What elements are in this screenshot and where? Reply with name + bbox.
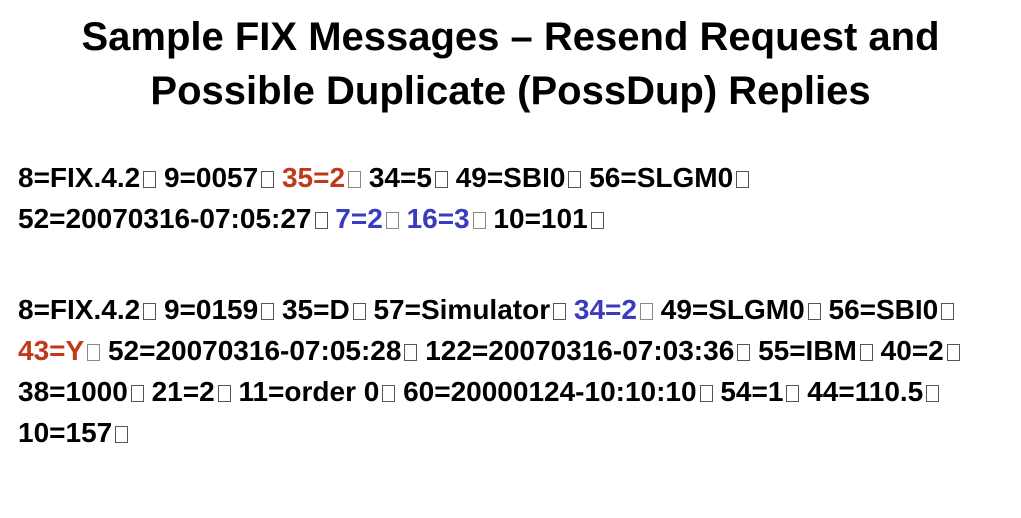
fix-field: 49=SBI0 <box>456 162 582 193</box>
fix-message-possdup-reply: 8=FIX.4.2 9=0159 35=D 57=Simulator 34=2 … <box>18 289 1008 453</box>
title-line-1: Sample FIX Messages – Resend Request and <box>81 15 940 59</box>
soh-delimiter-icon <box>568 171 582 188</box>
soh-delimiter-icon <box>352 303 366 320</box>
soh-delimiter-icon <box>434 171 448 188</box>
fix-field-text: 8=FIX.4.2 <box>18 162 141 193</box>
soh-delimiter-icon <box>926 385 940 402</box>
fix-field-text: 55=IBM <box>758 335 857 366</box>
fix-field: 54=1 <box>720 376 800 407</box>
fix-field-text: 11=order 0 <box>238 376 380 407</box>
soh-delimiter-icon <box>590 212 604 229</box>
soh-delimiter-icon <box>699 385 713 402</box>
soh-delimiter-icon <box>143 171 157 188</box>
fix-field: 56=SBI0 <box>829 294 955 325</box>
fix-field-text: =20070316-07:05:27 <box>49 203 312 234</box>
soh-delimiter-icon <box>348 171 362 188</box>
fix-field: 11=order 0 <box>238 376 396 407</box>
soh-delimiter-icon <box>553 303 567 320</box>
fix-field-text: 0 <box>789 294 805 325</box>
fix-field: 8=FIX.4.2 <box>18 294 157 325</box>
slide-title: Sample FIX Messages – Resend Request and… <box>0 10 1021 118</box>
soh-delimiter-icon <box>130 385 144 402</box>
fix-field: 44=110.5 <box>807 376 940 407</box>
fix-field: 35=D <box>282 294 366 325</box>
fix-field: 10=157 <box>18 417 129 448</box>
fix-field-text: 60=20000124-10:10:10 <box>403 376 697 407</box>
soh-delimiter-icon <box>472 212 486 229</box>
fix-field-text: 10=157 <box>18 417 113 448</box>
fix-field-text: 52=20070316-07:05:28 <box>107 335 402 366</box>
fix-field: 49=SLGM <box>661 294 789 325</box>
soh-delimiter-icon <box>261 171 275 188</box>
fix-field-text: 8=FIX.4.2 <box>18 294 141 325</box>
fix-field: 21=2 <box>152 376 231 407</box>
fix-field: 55=IBM <box>758 335 873 366</box>
fix-field: 52=20070316-07:05:28 <box>107 335 418 366</box>
soh-delimiter-icon <box>143 303 157 320</box>
fix-field-text: 40=2 <box>880 335 944 366</box>
fix-field-text: 54=1 <box>720 376 784 407</box>
soh-delimiter-icon <box>217 385 231 402</box>
fix-field-text: 38=1000 <box>18 376 128 407</box>
soh-delimiter-icon <box>385 212 399 229</box>
soh-delimiter-icon <box>786 385 800 402</box>
fix-field-text: 21=2 <box>151 376 215 407</box>
fix-field: 40=2 <box>881 335 960 366</box>
fix-field-text: 43=Y <box>18 335 85 366</box>
soh-delimiter-icon <box>404 344 418 361</box>
fix-field-text: 9=0159 <box>163 294 259 325</box>
fix-field-text: 34=5 <box>368 162 432 193</box>
soh-delimiter-icon <box>87 344 101 361</box>
fix-field-text: 57=Simulator <box>373 294 551 325</box>
fix-field-text: 16=3 <box>406 203 470 234</box>
fix-field-text: 7=2 <box>335 203 383 234</box>
fix-field: 0 <box>789 294 821 325</box>
fix-field: 10=101 <box>493 203 604 234</box>
fix-field-text: 56=SBI0 <box>828 294 939 325</box>
fix-field: 57=Simulator <box>373 294 567 325</box>
fix-field-text: 35=D <box>281 294 350 325</box>
soh-delimiter-icon <box>639 303 653 320</box>
soh-delimiter-icon <box>382 385 396 402</box>
soh-delimiter-icon <box>314 212 328 229</box>
soh-delimiter-icon <box>859 344 873 361</box>
fix-field-text: 49=SBI0 <box>455 162 566 193</box>
fix-field-text: 10=101 <box>493 203 588 234</box>
fix-field: 43=Y <box>18 335 101 366</box>
fix-field-text: 52 <box>18 203 50 234</box>
fix-field: 8=FIX.4.2 <box>18 162 157 193</box>
fix-field: 38=1000 <box>18 376 144 407</box>
fix-field: 16=3 <box>407 203 486 234</box>
soh-delimiter-icon <box>946 344 960 361</box>
fix-field: =20070316-07:05:27 <box>49 203 328 234</box>
fix-field-text: 122=20070316-07:03:36 <box>425 335 735 366</box>
soh-delimiter-icon <box>736 171 750 188</box>
fix-field: 34=5 <box>369 162 448 193</box>
fix-field-text: 9=0057 <box>163 162 259 193</box>
fix-field: 56=SLGM0 <box>589 162 750 193</box>
fix-field: 60=20000124-10:10:10 <box>403 376 713 407</box>
fix-field-text: 34=2 <box>573 294 637 325</box>
soh-delimiter-icon <box>737 344 751 361</box>
fix-field-text: 49=SLGM <box>660 294 790 325</box>
fix-field: 122=20070316-07:03:36 <box>425 335 751 366</box>
soh-delimiter-icon <box>261 303 275 320</box>
fix-field: 9=0159 <box>163 294 275 325</box>
soh-delimiter-icon <box>807 303 821 320</box>
fix-field: 35=2 <box>281 162 362 193</box>
fix-field-text: 56=SLGM0 <box>589 162 734 193</box>
fix-message-resend-request: 8=FIX.4.2 9=0057 35=2 34=5 49=SBI0 56=SL… <box>18 157 1008 239</box>
fix-field: 34=2 <box>574 294 653 325</box>
fix-field-text: 35=2 <box>281 162 346 193</box>
fix-field: 9=0057 <box>163 162 275 193</box>
soh-delimiter-icon <box>941 303 955 320</box>
fix-field: 7=2 <box>335 203 399 234</box>
title-line-2: Possible Duplicate (PossDup) Replies <box>150 69 871 113</box>
fix-field: 52 <box>18 203 49 234</box>
soh-delimiter-icon <box>115 426 129 443</box>
fix-field-text: 44=110.5 <box>807 376 924 407</box>
